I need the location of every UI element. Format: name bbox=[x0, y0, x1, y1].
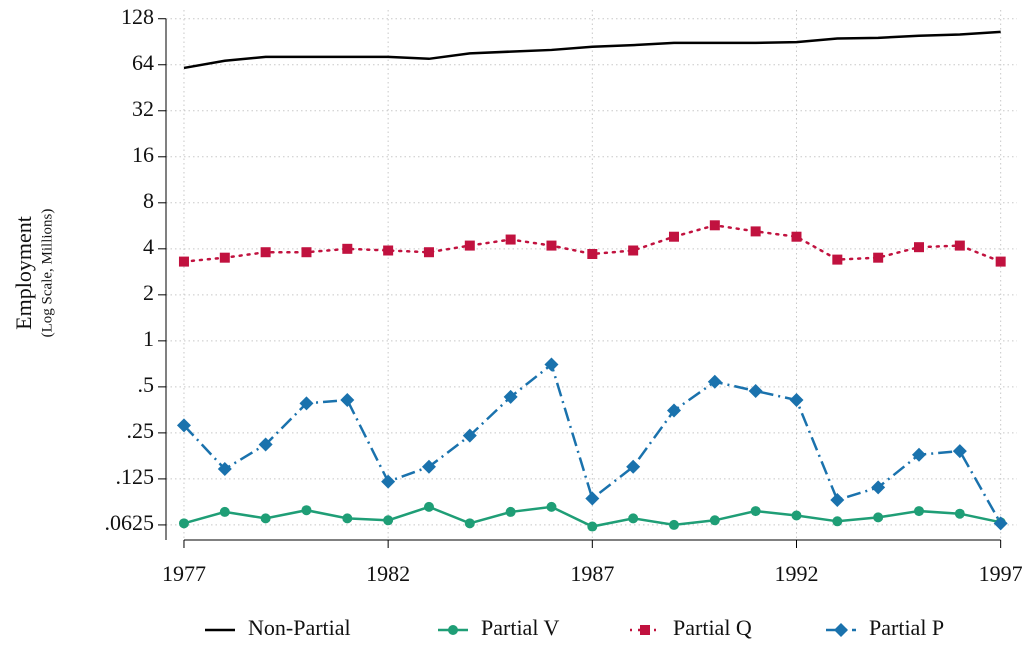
y-tick-label: 4 bbox=[143, 234, 154, 259]
x-tick-label: 1982 bbox=[366, 561, 410, 586]
y-tick-label: 16 bbox=[132, 142, 154, 167]
point bbox=[832, 516, 843, 527]
legend-label: Partial V bbox=[481, 615, 560, 640]
point bbox=[628, 513, 639, 524]
point bbox=[219, 252, 230, 263]
point bbox=[668, 519, 679, 530]
y-tick-label: .5 bbox=[138, 372, 155, 397]
point bbox=[301, 505, 312, 516]
y-tick-label: .125 bbox=[116, 464, 155, 489]
point bbox=[913, 506, 924, 517]
legend-label: Non-Partial bbox=[248, 615, 351, 640]
point bbox=[913, 242, 924, 253]
y-tick-label: .0625 bbox=[105, 510, 155, 535]
point bbox=[383, 515, 394, 526]
point bbox=[176, 418, 191, 433]
x-tick-label: 1987 bbox=[570, 561, 614, 586]
x-tick-label: 1992 bbox=[774, 561, 818, 586]
point bbox=[832, 254, 843, 265]
point bbox=[993, 516, 1008, 531]
y-axis-sublabel: (Log Scale, Millions) bbox=[39, 209, 55, 338]
point bbox=[709, 220, 720, 231]
point bbox=[178, 518, 189, 529]
point bbox=[505, 234, 516, 245]
legend-marker bbox=[834, 623, 848, 637]
point bbox=[707, 374, 722, 389]
point bbox=[626, 459, 641, 474]
y-axis-label: Employment bbox=[11, 216, 36, 330]
point bbox=[873, 512, 884, 523]
y-tick-label: 1 bbox=[143, 326, 154, 351]
point bbox=[423, 247, 434, 258]
point bbox=[995, 256, 1006, 267]
point bbox=[219, 506, 230, 517]
point bbox=[342, 513, 353, 524]
point bbox=[952, 444, 967, 459]
point bbox=[505, 506, 516, 517]
point bbox=[709, 515, 720, 526]
point bbox=[668, 231, 679, 242]
point bbox=[750, 226, 761, 237]
series-line bbox=[182, 224, 1002, 263]
x-tick-label: 1977 bbox=[162, 561, 206, 586]
y-tick-label: 128 bbox=[121, 4, 154, 29]
point bbox=[911, 447, 926, 462]
point bbox=[954, 508, 965, 519]
series-line bbox=[183, 30, 1001, 70]
point bbox=[342, 243, 353, 254]
legend-marker bbox=[640, 625, 650, 635]
point bbox=[260, 513, 271, 524]
legend-marker bbox=[448, 625, 458, 635]
y-tick-label: 64 bbox=[132, 50, 154, 75]
point bbox=[789, 393, 804, 408]
point bbox=[628, 245, 639, 256]
point bbox=[546, 240, 557, 251]
point bbox=[299, 396, 314, 411]
point bbox=[383, 245, 394, 256]
point bbox=[871, 480, 886, 495]
y-tick-label: 32 bbox=[132, 96, 154, 121]
point bbox=[587, 521, 598, 532]
point bbox=[544, 357, 559, 372]
point bbox=[464, 240, 475, 251]
point bbox=[791, 231, 802, 242]
point bbox=[178, 256, 189, 267]
point bbox=[791, 510, 802, 521]
point bbox=[546, 501, 557, 512]
legend-label: Partial P bbox=[869, 615, 944, 640]
point bbox=[340, 393, 355, 408]
point bbox=[260, 247, 271, 258]
y-tick-label: 8 bbox=[143, 188, 154, 213]
point bbox=[464, 518, 475, 529]
legend-label: Partial Q bbox=[673, 615, 752, 640]
point bbox=[830, 492, 845, 507]
point bbox=[748, 383, 763, 398]
point bbox=[381, 474, 396, 489]
point bbox=[954, 240, 965, 251]
y-tick-label: 2 bbox=[143, 280, 154, 305]
point bbox=[258, 437, 273, 452]
point bbox=[873, 252, 884, 263]
y-tick-label: .25 bbox=[127, 418, 155, 443]
point bbox=[503, 389, 518, 404]
point bbox=[585, 491, 600, 506]
point bbox=[666, 403, 681, 418]
point bbox=[423, 501, 434, 512]
point bbox=[421, 459, 436, 474]
point bbox=[587, 248, 598, 259]
point bbox=[217, 462, 232, 477]
point bbox=[462, 428, 477, 443]
x-tick-label: 1997 bbox=[979, 561, 1023, 586]
point bbox=[301, 247, 312, 258]
point bbox=[750, 506, 761, 517]
